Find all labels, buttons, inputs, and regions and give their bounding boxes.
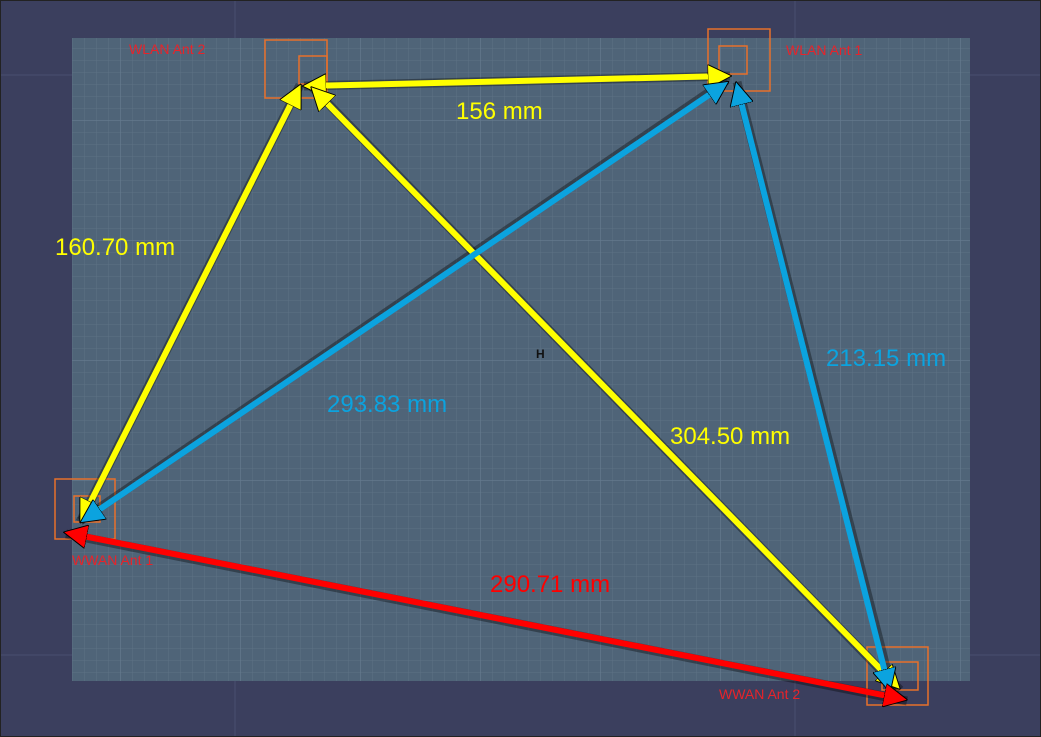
antenna-label-wlan-1: WLAN Ant 1 bbox=[786, 42, 862, 58]
distance-arrows bbox=[66, 76, 907, 701]
arrow-wlan1-wwan1 bbox=[84, 84, 725, 520]
distance-label-wlan2-wwan1: 160.70 mm bbox=[55, 234, 175, 261]
distance-label-wlan1-wwan1: 293.83 mm bbox=[327, 391, 447, 418]
distance-label-wlan2-wwan2: 304.50 mm bbox=[670, 423, 790, 450]
antenna-label-wwan-2: WWAN Ant 2 bbox=[719, 686, 800, 702]
antenna-pad bbox=[718, 45, 748, 75]
distance-label-wlan2-wlan1: 156 mm bbox=[456, 98, 543, 125]
antenna-label-wwan-1: WWAN Ant 1 bbox=[72, 552, 153, 568]
distance-label-wlan1-wwan2: 213.15 mm bbox=[826, 345, 946, 372]
distance-label-wwan1-wwan2: 290.71 mm bbox=[490, 571, 610, 598]
arrow-wwan1-wwan2 bbox=[68, 533, 903, 699]
antenna-label-wlan-2: WLAN Ant 2 bbox=[129, 41, 205, 57]
center-marker: H bbox=[536, 347, 545, 361]
distance-labels: 156 mm 160.70 mm 304.50 mm 293.83 mm 213… bbox=[55, 98, 946, 598]
